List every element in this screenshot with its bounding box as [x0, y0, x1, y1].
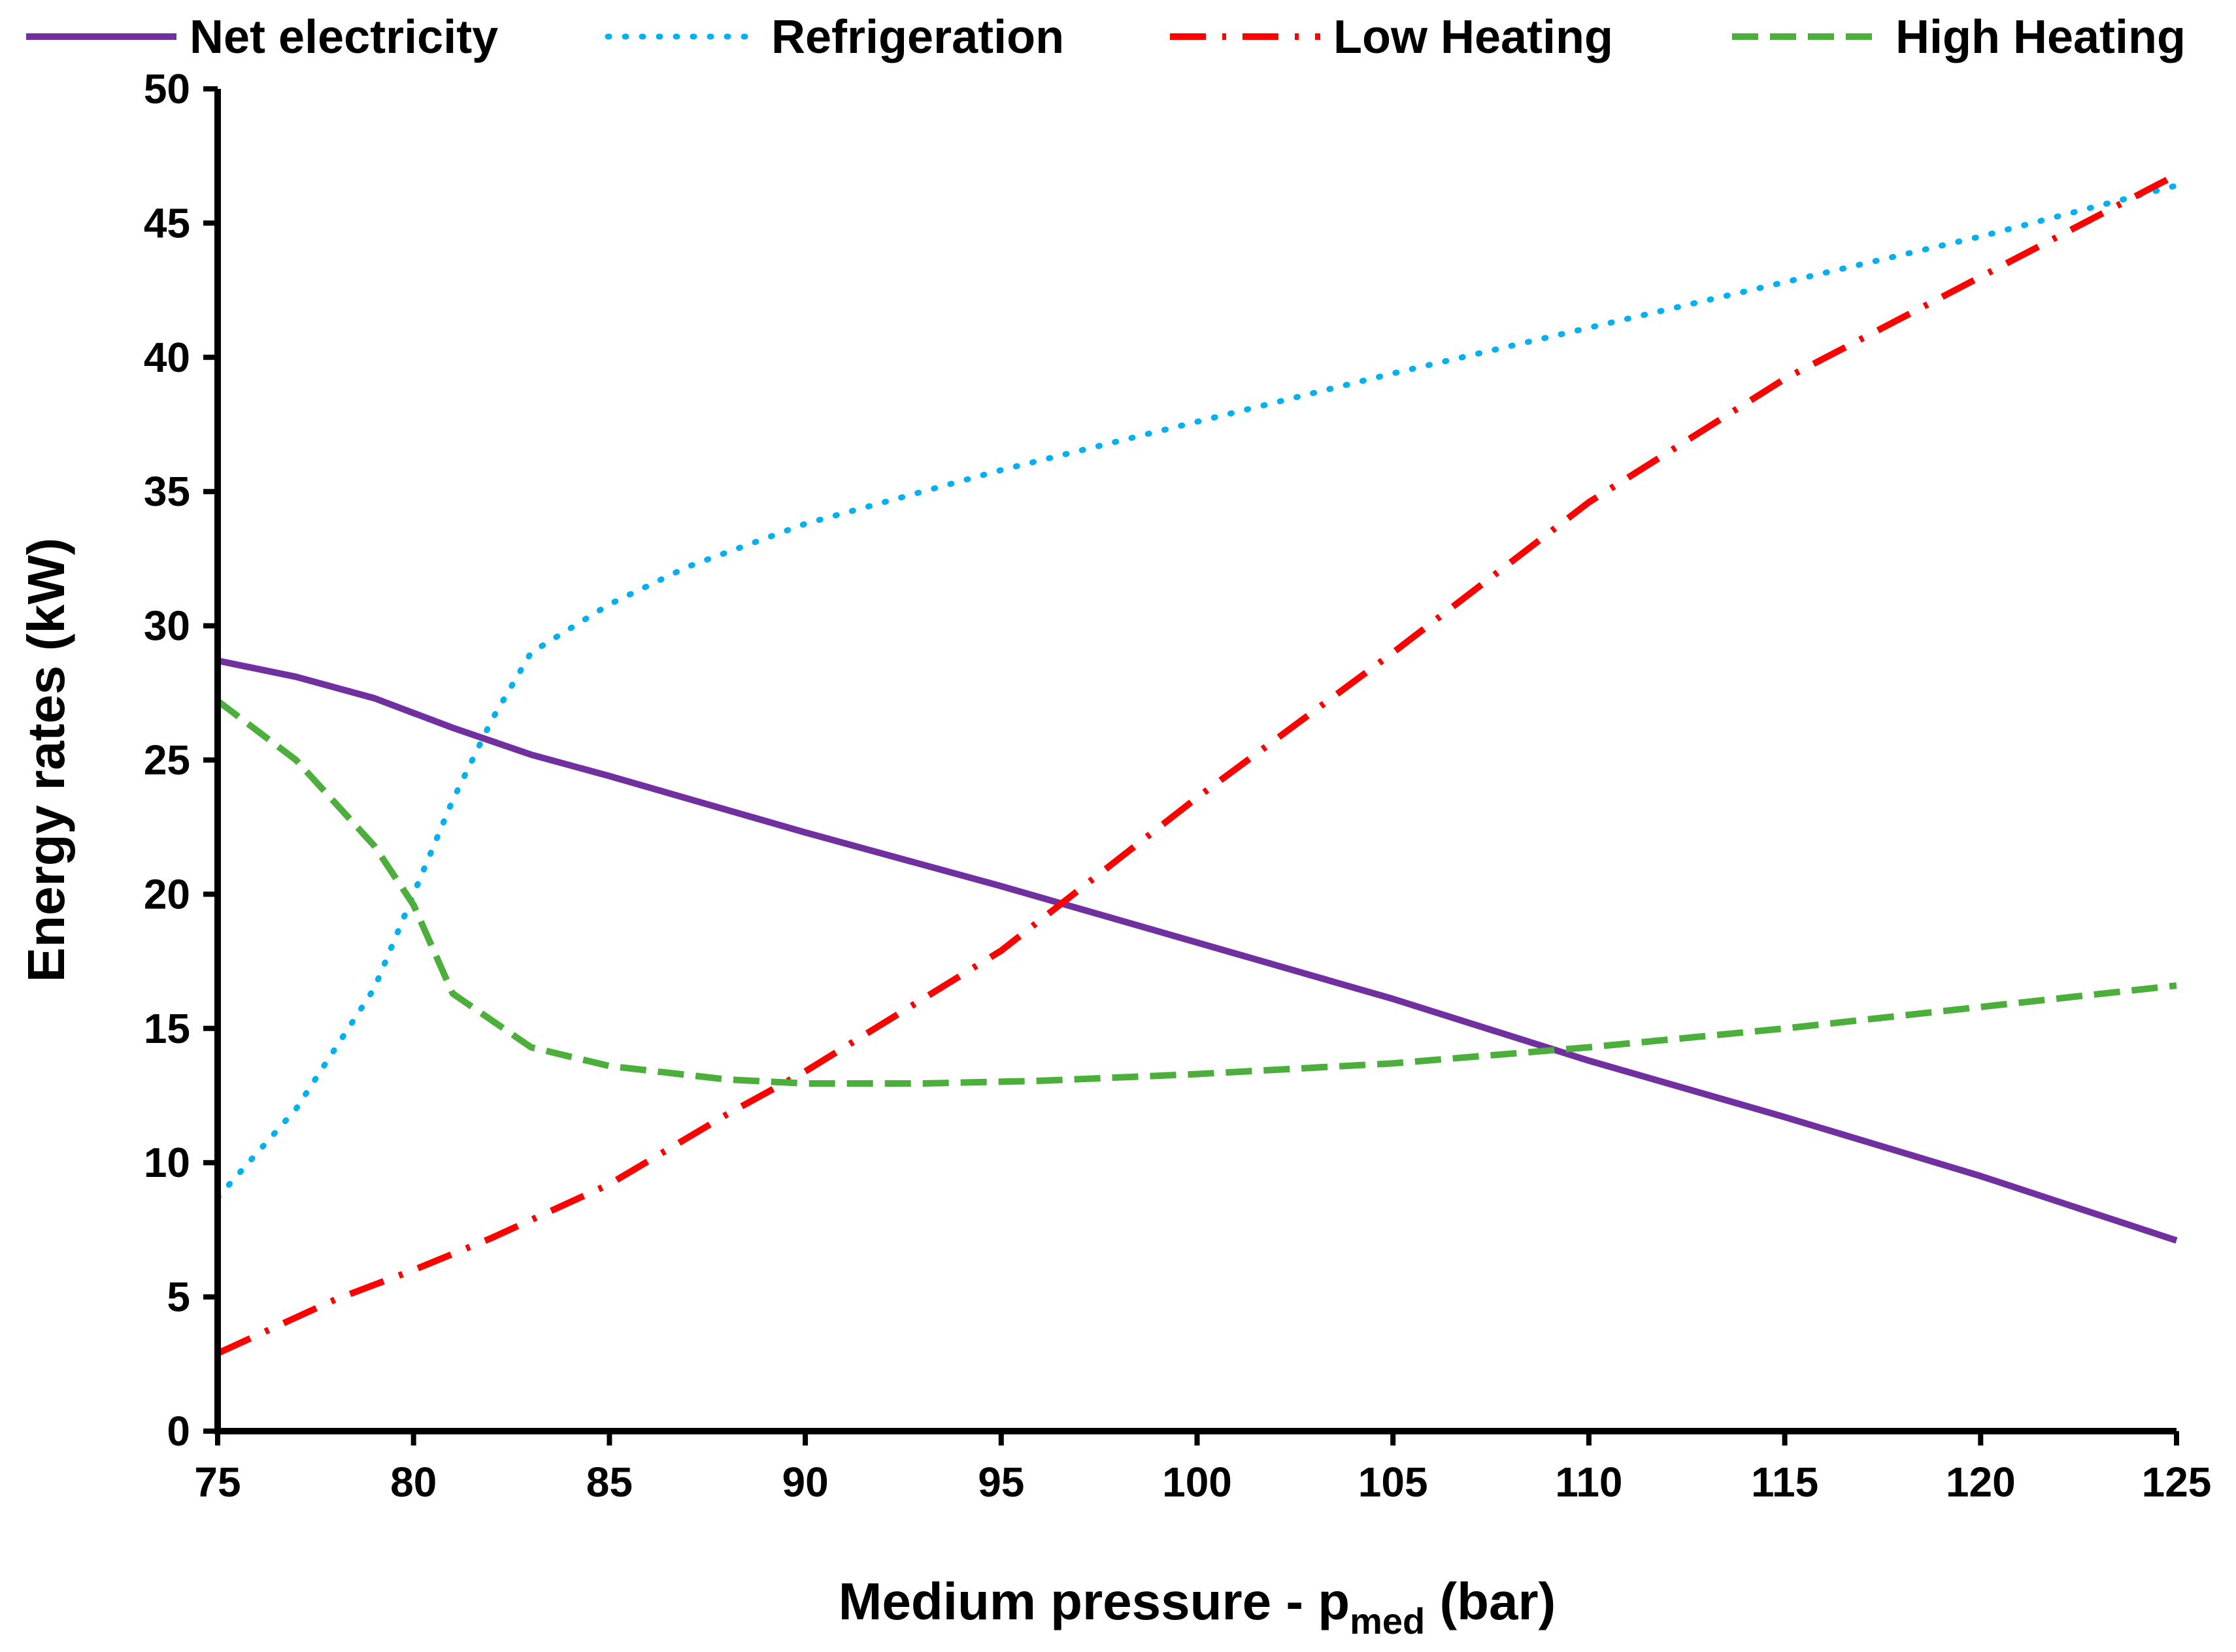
x-tick-label: 90	[782, 1459, 829, 1506]
x-tick-label: 125	[2142, 1459, 2212, 1506]
x-tick-label: 105	[1358, 1459, 1428, 1506]
x-tick-label: 80	[390, 1459, 437, 1506]
y-tick-label: 5	[167, 1274, 190, 1321]
x-tick-label: 95	[978, 1459, 1024, 1506]
y-tick-label: 10	[144, 1139, 190, 1186]
y-tick-label: 15	[144, 1005, 190, 1052]
legend-label: Low Heating	[1333, 11, 1613, 63]
x-tick-label: 85	[586, 1459, 633, 1506]
legend-label: Net electricity	[190, 11, 498, 63]
x-tick-label: 75	[194, 1459, 241, 1506]
axes-layer: 0 5 10 15 20 25 30 35 40 45 50 75 80 85 90 95 100 105 110…	[144, 65, 2212, 1506]
y-tick-label: 30	[144, 603, 190, 650]
x-axis-title-main: Medium pressure - p	[839, 1572, 1350, 1630]
series-line-refrigeration	[214, 182, 2180, 1201]
y-tick-label: 40	[144, 334, 190, 381]
legend-label: Refrigeration	[771, 11, 1064, 63]
legend-label: High Heating	[1895, 11, 2186, 63]
series-line-net-electricity	[216, 657, 2178, 1244]
x-axis-ticks: 75 80 85 90 95 100 105 110 115 120 125	[194, 1431, 2211, 1506]
y-tick-label: 0	[167, 1408, 190, 1455]
x-axis-title-unit: (bar)	[1425, 1572, 1556, 1630]
x-axis-title-subscript: med	[1350, 1600, 1425, 1642]
y-tick-label: 50	[144, 65, 190, 112]
y-tick-label: 25	[144, 736, 190, 784]
y-tick-label: 20	[144, 870, 190, 917]
series-line-low-heating	[216, 172, 2178, 1357]
x-tick-label: 120	[1946, 1459, 2016, 1506]
y-axis-ticks: 0 5 10 15 20 25 30 35 40 45 50	[144, 65, 218, 1455]
y-tick-label: 35	[144, 468, 190, 515]
x-tick-label: 110	[1555, 1459, 1622, 1506]
legend: Net electricity Refrigeration Low Heating H…	[26, 11, 2186, 63]
y-axis-title: Energy rates (kW)	[17, 538, 75, 982]
x-tick-label: 115	[1751, 1459, 1818, 1506]
series-line-high-heating	[215, 698, 2177, 1087]
x-axis-title: Medium pressure - pmed (bar)	[839, 1572, 1556, 1642]
series-layer	[214, 172, 2180, 1357]
x-tick-label: 100	[1162, 1459, 1232, 1506]
y-tick-label: 45	[144, 199, 190, 246]
